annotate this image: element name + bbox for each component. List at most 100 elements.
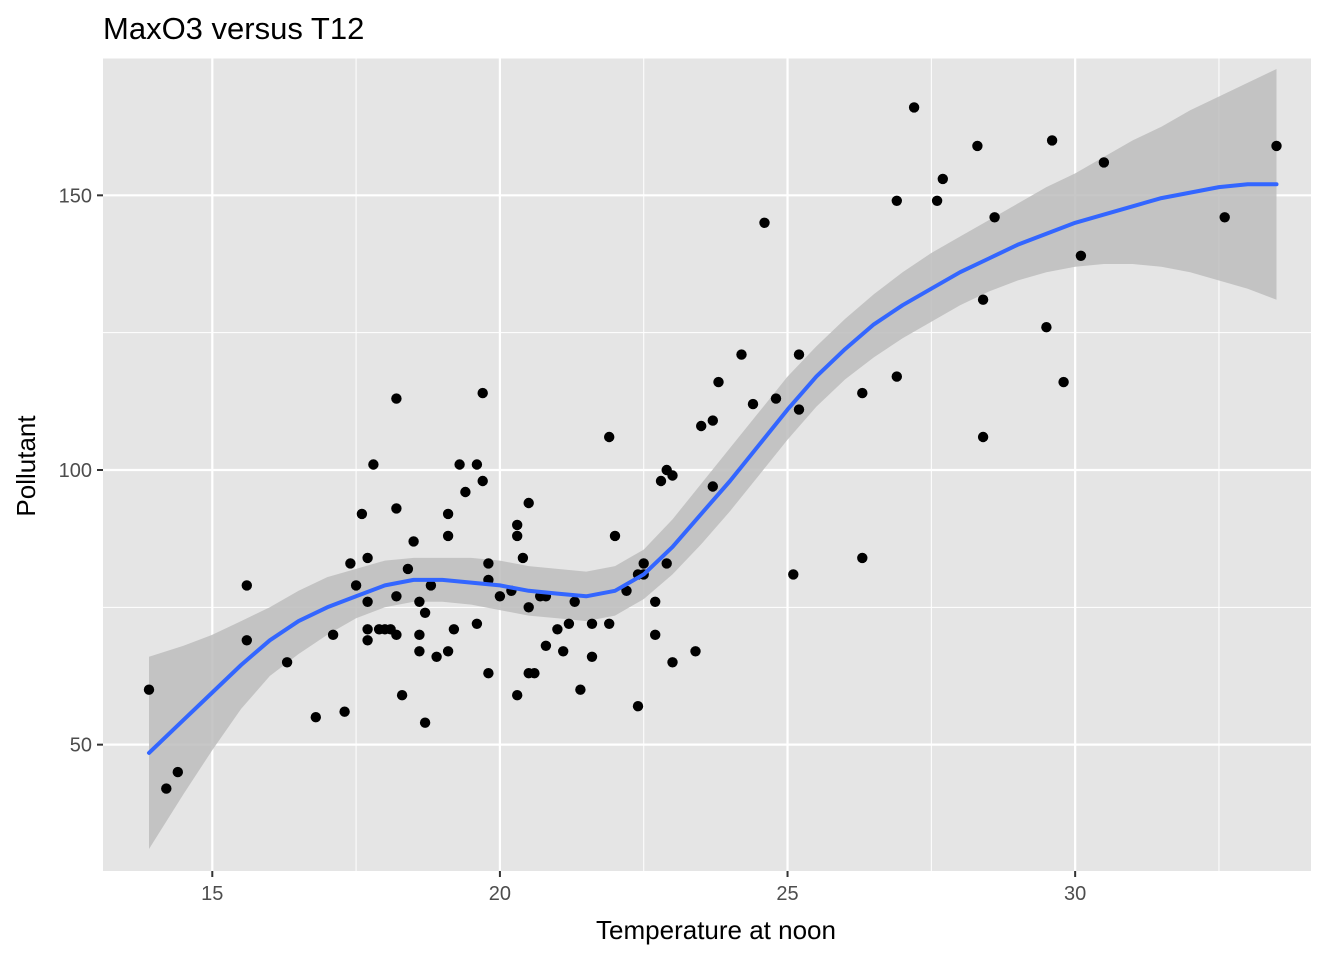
data-point bbox=[667, 657, 678, 668]
data-point bbox=[707, 481, 718, 492]
data-point bbox=[402, 563, 414, 575]
x-tick-label: 30 bbox=[1064, 883, 1086, 905]
data-point bbox=[327, 629, 339, 640]
data-point bbox=[604, 431, 615, 443]
data-point bbox=[1098, 157, 1110, 168]
data-point bbox=[1041, 322, 1052, 333]
data-point bbox=[448, 624, 460, 635]
data-point bbox=[563, 618, 575, 629]
y-tick-label: 100 bbox=[59, 460, 92, 482]
data-point bbox=[362, 635, 373, 646]
data-point bbox=[523, 497, 534, 509]
data-point bbox=[172, 766, 183, 778]
data-point bbox=[414, 596, 425, 607]
data-point bbox=[632, 701, 644, 712]
data-point bbox=[696, 420, 707, 432]
data-point bbox=[391, 393, 402, 404]
data-point bbox=[350, 580, 362, 591]
data-point bbox=[281, 657, 293, 668]
data-point bbox=[408, 536, 419, 547]
data-point bbox=[523, 602, 534, 613]
data-point bbox=[661, 558, 672, 569]
data-point bbox=[621, 585, 632, 596]
smooth-line bbox=[147, 182, 1279, 755]
data-point bbox=[431, 651, 442, 662]
data-point bbox=[793, 404, 805, 415]
data-point bbox=[972, 140, 983, 152]
data-point bbox=[1271, 140, 1282, 152]
x-tick-label: 15 bbox=[201, 883, 223, 905]
y-tick-label: 50 bbox=[70, 735, 92, 757]
data-point bbox=[471, 459, 483, 470]
data-point bbox=[989, 212, 1000, 223]
data-point bbox=[558, 646, 569, 657]
data-point bbox=[891, 371, 902, 382]
data-point bbox=[857, 387, 868, 399]
data-point bbox=[414, 646, 425, 657]
data-point bbox=[241, 635, 252, 646]
data-point bbox=[454, 459, 465, 470]
data-point bbox=[345, 558, 356, 569]
confidence-band bbox=[149, 69, 1277, 849]
data-point bbox=[442, 646, 454, 657]
data-point bbox=[707, 415, 718, 426]
data-point bbox=[368, 459, 379, 470]
data-point bbox=[891, 195, 902, 206]
data-point bbox=[655, 475, 667, 487]
smooth-line-layer bbox=[147, 182, 1279, 755]
x-axis-title: Temperature at noon bbox=[596, 915, 836, 945]
data-point bbox=[937, 173, 948, 185]
confidence-band-layer bbox=[149, 69, 1277, 849]
data-point bbox=[483, 668, 494, 679]
data-point bbox=[977, 431, 989, 443]
y-axis-title: Pollutant bbox=[11, 415, 41, 517]
x-tick-label: 25 bbox=[776, 883, 798, 905]
data-point bbox=[310, 712, 321, 723]
data-point bbox=[908, 102, 920, 113]
data-point bbox=[569, 596, 580, 607]
data-point bbox=[512, 530, 523, 542]
y-axis: 50 100 150 bbox=[59, 185, 103, 757]
data-point bbox=[1058, 376, 1069, 388]
data-point bbox=[460, 486, 471, 498]
data-point bbox=[604, 618, 615, 629]
data-point bbox=[747, 398, 759, 410]
data-point bbox=[517, 552, 529, 564]
data-point bbox=[362, 624, 373, 635]
data-point bbox=[391, 503, 402, 514]
data-point bbox=[414, 629, 425, 640]
x-tick-label: 20 bbox=[489, 883, 511, 905]
data-point bbox=[977, 294, 989, 305]
chart-title: MaxO3 versus T12 bbox=[103, 11, 364, 46]
data-point bbox=[391, 591, 402, 602]
data-point bbox=[362, 596, 373, 607]
data-point bbox=[609, 530, 621, 542]
data-point bbox=[161, 783, 172, 794]
data-point bbox=[1219, 212, 1230, 223]
data-point bbox=[759, 217, 770, 228]
data-point bbox=[512, 690, 523, 701]
data-point bbox=[690, 646, 701, 657]
data-point bbox=[1046, 135, 1058, 146]
data-point bbox=[339, 706, 350, 717]
data-point bbox=[477, 475, 488, 487]
data-point bbox=[540, 640, 552, 651]
data-point bbox=[788, 569, 799, 580]
data-point bbox=[713, 376, 724, 388]
points-layer bbox=[143, 102, 1282, 794]
data-point bbox=[356, 508, 368, 520]
data-point bbox=[586, 618, 598, 629]
data-point bbox=[638, 558, 649, 569]
data-point bbox=[736, 349, 747, 360]
data-point bbox=[770, 393, 782, 404]
data-point bbox=[425, 580, 437, 591]
data-point bbox=[529, 668, 540, 679]
data-point bbox=[494, 591, 506, 602]
data-point bbox=[442, 508, 454, 520]
data-point bbox=[552, 624, 563, 635]
data-point bbox=[793, 349, 805, 360]
data-point bbox=[362, 552, 373, 564]
data-point bbox=[419, 717, 431, 728]
data-point bbox=[391, 629, 402, 640]
